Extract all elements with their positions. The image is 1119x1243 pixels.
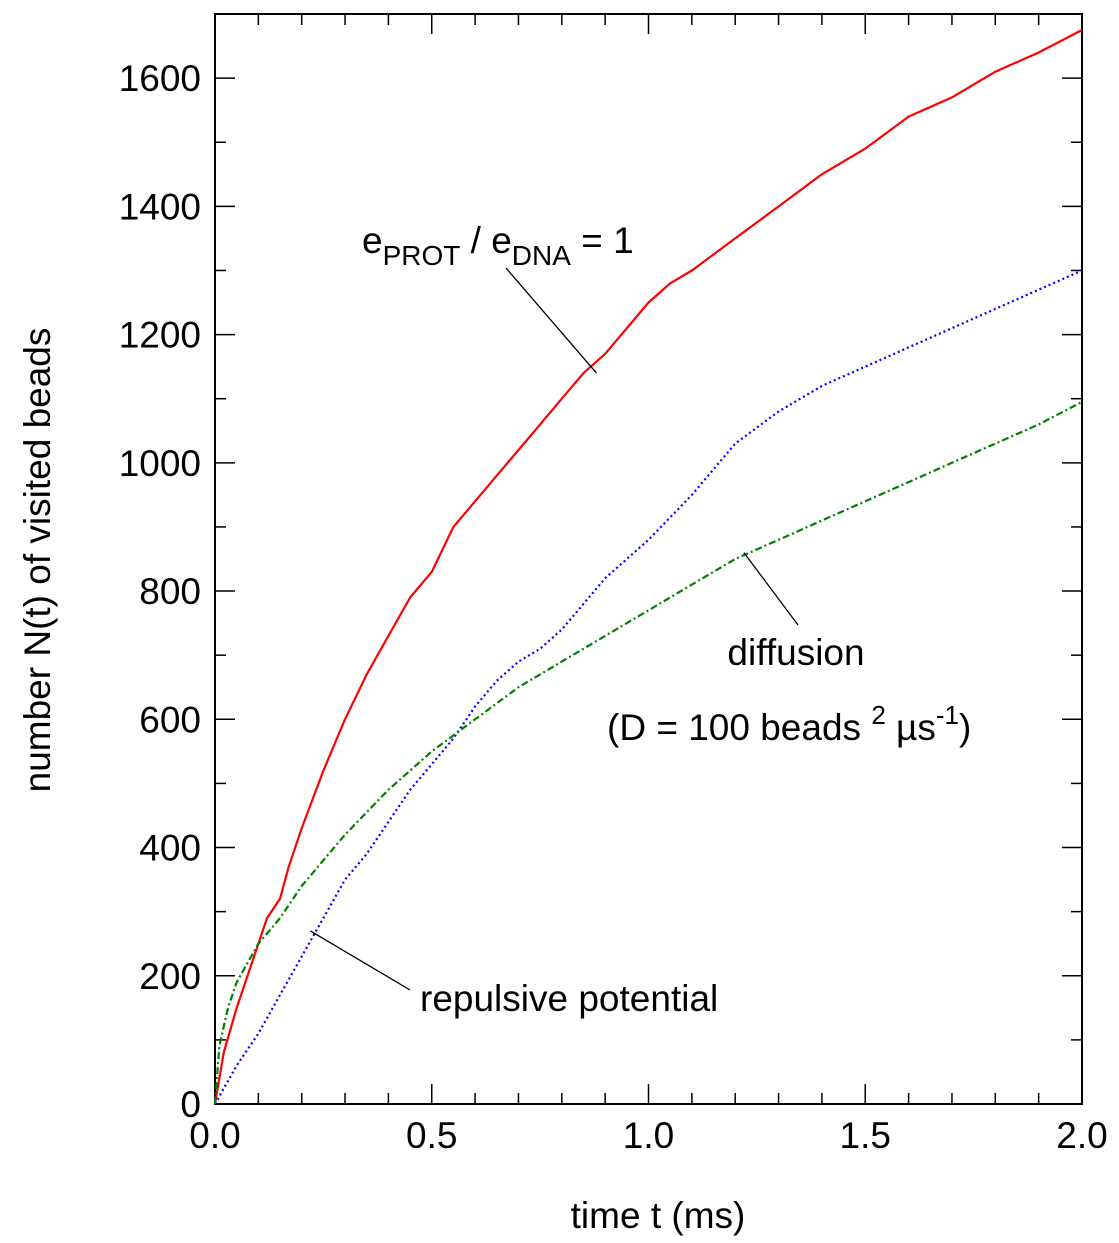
- y-tick-label: 400: [139, 828, 201, 869]
- x-tick-label: 1.5: [840, 1115, 891, 1156]
- annotation-text: / e: [460, 220, 511, 261]
- annotation-text: (D = 100 beads: [607, 707, 871, 748]
- x-axis-title: time t (ms): [571, 1195, 746, 1236]
- y-axis-title: number N(t) of visited beads: [17, 328, 58, 793]
- y-tick-label: 0: [180, 1084, 201, 1125]
- annotation-text: ): [959, 707, 971, 748]
- tick-labels-layer: 0.0 0.5 1.0 1.5 2.0 0 200 400 600 800 1000 1200 1400…: [119, 58, 1108, 1156]
- x-tick-label: 0.0: [189, 1115, 240, 1156]
- annotation-pointer-prot: [505, 267, 597, 374]
- series-line-dashdot: [213, 400, 1083, 1105]
- annotation-text: = 1: [571, 220, 634, 261]
- plot-frame: [214, 13, 1083, 1105]
- series-line-solid: [213, 29, 1083, 1105]
- annotation-text: µs: [886, 707, 936, 748]
- annotation-pointer-diffusion: [743, 552, 799, 626]
- annotation-repulsive: repulsive potential: [420, 978, 718, 1019]
- series-line-dotted: [214, 269, 1083, 1105]
- annotation-prot-ratio: ePROT / eDNA = 1: [362, 220, 634, 271]
- annotation-diffusion: diffusion: [727, 632, 864, 673]
- y-tick-label: 800: [139, 571, 201, 612]
- y-tick-label: 600: [139, 699, 201, 740]
- annotation-subscript: PROT: [383, 240, 461, 271]
- y-tick-label: 1600: [119, 58, 201, 99]
- annotation-superscript: 2: [871, 700, 885, 730]
- plot-frame-layer: [214, 13, 1083, 1105]
- annotation-superscript: -1: [936, 700, 959, 730]
- annotation-text: e: [362, 220, 383, 261]
- y-tick-label: 200: [139, 956, 201, 997]
- x-tick-label: 1.0: [623, 1115, 674, 1156]
- series-layer: [213, 29, 1083, 1105]
- y-tick-label: 1000: [119, 443, 201, 484]
- y-tick-label: 1200: [119, 315, 201, 356]
- y-tick-label: 1400: [119, 186, 201, 227]
- annotation-diffusion-coefficient: (D = 100 beads 2 µs-1): [607, 700, 971, 748]
- annotation-pointer-repulsive: [310, 930, 411, 991]
- ticks-layer: [215, 13, 1082, 1104]
- annotation-layer: ePROT / eDNA = 1 diffusion (D = 100 beads …: [310, 220, 971, 1019]
- x-tick-label: 2.0: [1056, 1115, 1107, 1156]
- x-tick-label: 0.5: [406, 1115, 457, 1156]
- annotation-subscript: DNA: [512, 240, 571, 271]
